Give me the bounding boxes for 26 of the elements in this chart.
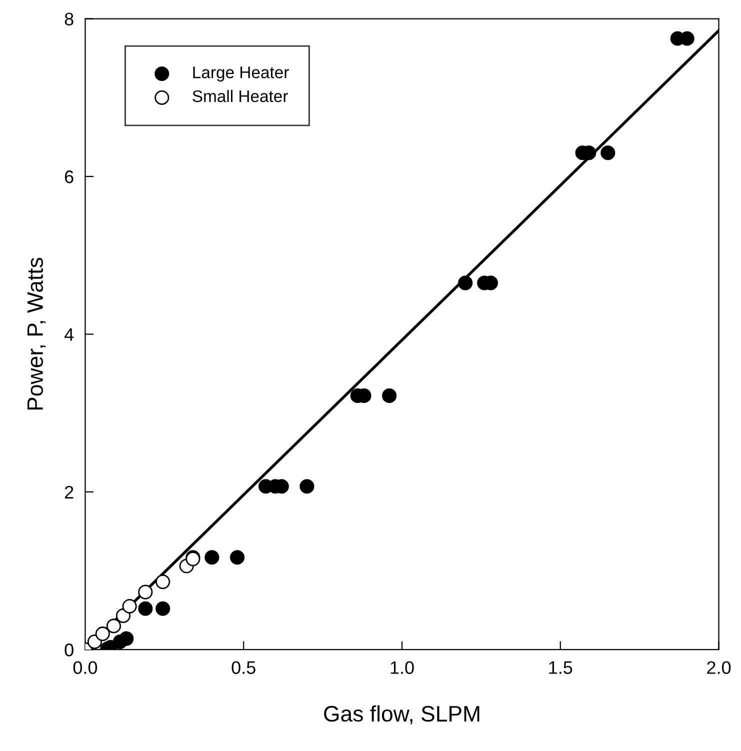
point <box>138 601 153 616</box>
x-tick-label: 0.5 <box>232 661 256 674</box>
point <box>300 479 314 494</box>
point <box>156 601 170 616</box>
y-tick-label: 6 <box>64 170 74 184</box>
x-axis-title: Gas flow, SLPM <box>324 705 480 724</box>
point <box>458 276 473 290</box>
x-tick-label: 2.0 <box>707 661 731 674</box>
point <box>230 550 245 565</box>
point <box>204 550 220 565</box>
x-tick-label: 1.5 <box>549 661 572 674</box>
y-tick-label: 0 <box>64 644 74 656</box>
legend-label: Small Heater <box>192 90 288 102</box>
x-tick-label: 1.0 <box>390 661 414 674</box>
point <box>95 626 110 642</box>
y-axis-title: Power, P, Watts <box>27 258 46 410</box>
point <box>382 388 397 403</box>
point <box>122 598 137 614</box>
x-tick-label: 0.0 <box>73 661 98 674</box>
point <box>600 146 616 160</box>
y-tick-label: 2 <box>64 486 74 498</box>
legend-label: Large Heater <box>193 66 289 82</box>
y-tick-label: 4 <box>64 328 74 341</box>
point <box>106 618 122 634</box>
point <box>138 584 153 600</box>
y-tick-label: 8 <box>64 12 74 26</box>
